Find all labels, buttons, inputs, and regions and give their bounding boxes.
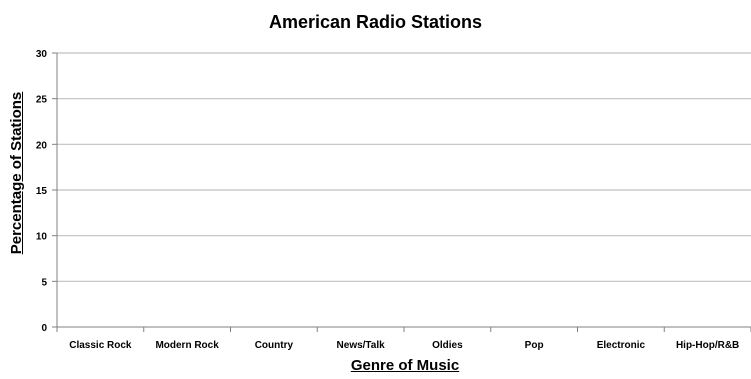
x-tick-label: News/Talk — [337, 340, 386, 351]
x-tick-label: Hip-Hop/R&B — [676, 340, 739, 351]
y-tick-label: 25 — [36, 95, 48, 106]
x-tick-label: Electronic — [597, 340, 646, 351]
chart-title: American Radio Stations — [268, 12, 483, 32]
x-tick-label: Modern Rock — [155, 340, 219, 351]
y-tick-label: 0 — [41, 323, 47, 334]
y-tick-label: 30 — [36, 49, 48, 60]
y-tick-label: 20 — [36, 140, 48, 151]
x-tick-label: Pop — [525, 340, 544, 351]
x-axis-title: Genre of Music — [350, 357, 460, 374]
y-tick-label: 5 — [41, 277, 47, 288]
y-tick-label: 15 — [36, 186, 48, 197]
x-tick-label: Oldies — [432, 340, 463, 351]
x-tick-label: Classic Rock — [69, 340, 132, 351]
y-tick-label: 10 — [36, 232, 48, 243]
x-tick-label: Country — [255, 340, 294, 351]
